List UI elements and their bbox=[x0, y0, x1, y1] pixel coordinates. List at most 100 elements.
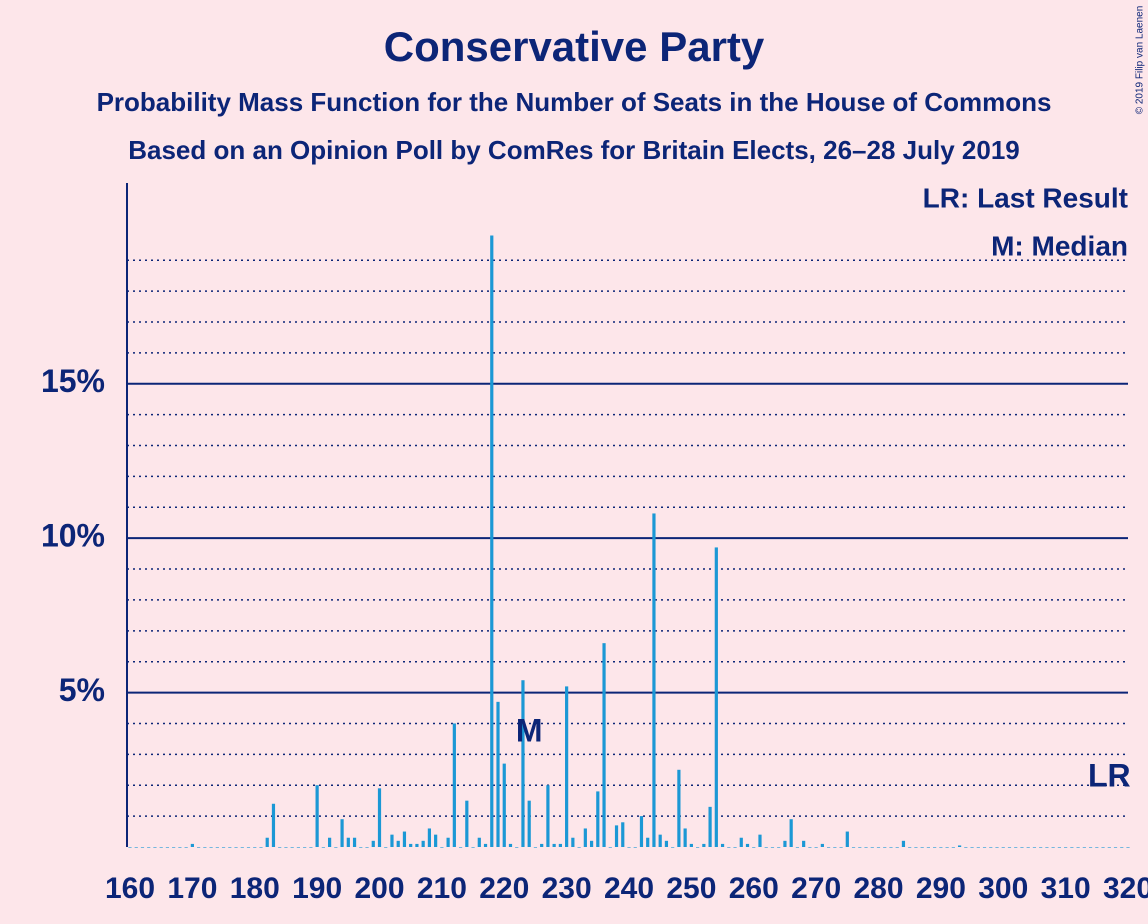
bar bbox=[745, 843, 750, 847]
bar bbox=[1088, 847, 1093, 848]
bar bbox=[752, 847, 756, 848]
bar bbox=[658, 834, 662, 847]
bar bbox=[714, 547, 718, 847]
bar bbox=[471, 847, 475, 848]
bar bbox=[795, 847, 800, 848]
bar bbox=[315, 785, 319, 847]
bar bbox=[209, 847, 213, 848]
bar bbox=[1014, 847, 1018, 848]
bar bbox=[1113, 847, 1118, 848]
bar bbox=[1101, 847, 1105, 848]
bar bbox=[1064, 847, 1068, 848]
bar bbox=[571, 837, 575, 847]
x-tick-label: 240 bbox=[604, 872, 654, 905]
bar bbox=[851, 847, 856, 848]
bar bbox=[989, 847, 993, 848]
x-tick-label: 210 bbox=[417, 872, 467, 905]
bar bbox=[508, 843, 513, 847]
bar bbox=[982, 847, 987, 848]
bar bbox=[664, 840, 669, 847]
bar bbox=[159, 847, 163, 848]
bar bbox=[914, 847, 918, 848]
chart-title: Conservative Party bbox=[384, 23, 765, 70]
bar bbox=[783, 840, 787, 847]
bar bbox=[1020, 847, 1024, 848]
bar bbox=[733, 847, 737, 848]
bar bbox=[864, 847, 868, 848]
bar bbox=[789, 819, 793, 847]
bar bbox=[490, 235, 494, 847]
bar bbox=[540, 843, 544, 847]
x-tick-label: 250 bbox=[666, 872, 716, 905]
x-tick-label: 280 bbox=[853, 872, 903, 905]
bar bbox=[689, 843, 693, 847]
annotation: LR bbox=[1088, 757, 1131, 793]
bar bbox=[1076, 847, 1080, 848]
bar bbox=[296, 847, 301, 848]
bar bbox=[895, 847, 899, 848]
bar bbox=[951, 847, 955, 848]
x-tick-label: 310 bbox=[1041, 872, 1091, 905]
x-tick-label: 180 bbox=[230, 872, 280, 905]
bar bbox=[858, 847, 862, 848]
bar bbox=[546, 785, 550, 847]
x-tick-label: 160 bbox=[105, 872, 155, 905]
x-tick-label: 190 bbox=[292, 872, 342, 905]
bar bbox=[533, 847, 538, 848]
bar bbox=[995, 847, 999, 848]
bar bbox=[402, 831, 407, 847]
bar bbox=[340, 819, 344, 847]
bar bbox=[1120, 847, 1124, 848]
x-tick-label: 220 bbox=[479, 872, 529, 905]
bar bbox=[739, 837, 743, 847]
bar bbox=[359, 847, 363, 848]
bar bbox=[197, 847, 201, 848]
bar bbox=[702, 843, 706, 847]
bar bbox=[633, 847, 637, 848]
x-tick-label: 290 bbox=[916, 872, 966, 905]
bar bbox=[614, 825, 619, 847]
bar bbox=[284, 847, 288, 848]
bar bbox=[440, 847, 444, 848]
bar bbox=[446, 837, 450, 847]
bar bbox=[1039, 847, 1043, 848]
bar bbox=[602, 643, 606, 847]
bar bbox=[234, 847, 238, 848]
bar bbox=[814, 847, 818, 848]
bar bbox=[377, 788, 382, 847]
bar bbox=[839, 847, 843, 848]
bar bbox=[1032, 847, 1037, 848]
bar bbox=[290, 847, 294, 848]
bar bbox=[334, 847, 338, 848]
bar bbox=[683, 828, 687, 847]
bar bbox=[1051, 847, 1055, 848]
bar bbox=[933, 847, 937, 848]
bar bbox=[396, 840, 400, 847]
bar bbox=[434, 834, 438, 847]
bar bbox=[646, 837, 650, 847]
bar bbox=[1082, 847, 1086, 848]
x-tick-label: 320 bbox=[1103, 872, 1148, 905]
bar bbox=[1001, 847, 1005, 848]
bar bbox=[820, 843, 824, 847]
bar bbox=[172, 847, 176, 848]
bar bbox=[901, 840, 906, 847]
bar bbox=[845, 831, 849, 847]
bar bbox=[639, 816, 644, 847]
bar bbox=[1070, 847, 1074, 848]
bar bbox=[452, 723, 456, 847]
bar bbox=[802, 840, 806, 847]
bar bbox=[328, 837, 332, 847]
bar bbox=[1045, 847, 1049, 848]
bar bbox=[409, 843, 413, 847]
chart-subtitle: Probability Mass Function for the Number… bbox=[97, 87, 1052, 117]
bar bbox=[465, 800, 469, 847]
bar bbox=[621, 822, 625, 847]
bar bbox=[970, 847, 974, 848]
bar bbox=[203, 847, 207, 848]
bar bbox=[589, 840, 594, 847]
bar bbox=[764, 847, 768, 848]
bar bbox=[427, 828, 431, 847]
bar bbox=[957, 845, 962, 847]
